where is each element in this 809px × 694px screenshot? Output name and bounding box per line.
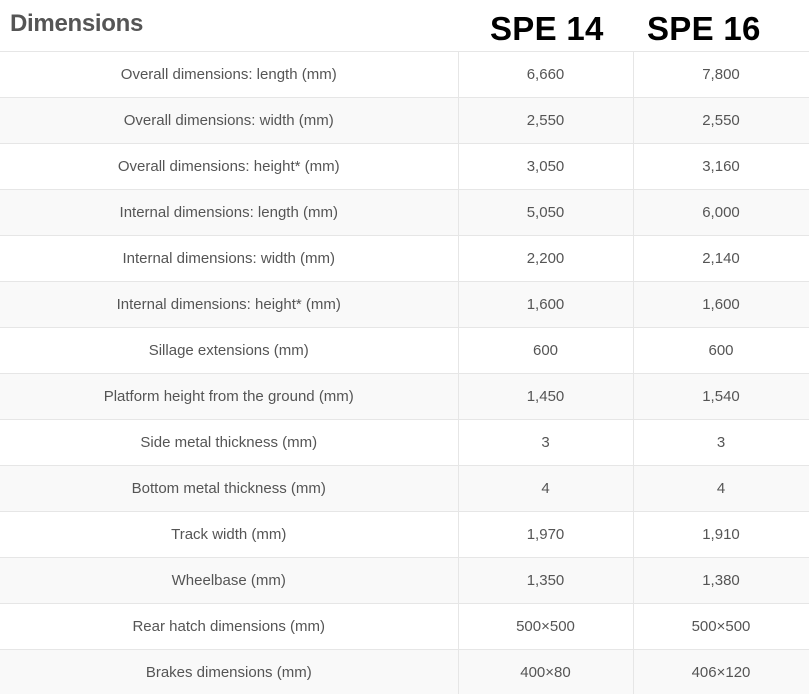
spe14-value: 4 — [458, 465, 634, 512]
spe14-value: 3 — [458, 419, 634, 466]
spe16-value: 1,380 — [633, 557, 809, 604]
row-label: Internal dimensions: length (mm) — [0, 189, 459, 236]
spe16-value: 600 — [633, 327, 809, 374]
row-label: Overall dimensions: length (mm) — [0, 51, 459, 98]
spe14-value: 6,660 — [458, 51, 634, 98]
table-row: Overall dimensions: length (mm) 6,660 7,80… — [0, 51, 809, 98]
table-row: Platform height from the ground (mm) 1,45… — [0, 373, 809, 420]
table-row: Sillage extensions (mm) 600 600 — [0, 327, 809, 374]
spe14-value: 3,050 — [458, 143, 634, 190]
row-label: Side metal thickness (mm) — [0, 419, 459, 466]
dimensions-table: Overall dimensions: length (mm) 6,660 7,80… — [0, 51, 809, 694]
section-title: Dimensions — [10, 10, 144, 37]
spe14-value: 600 — [458, 327, 634, 374]
spe16-value: 6,000 — [633, 189, 809, 236]
table-row: Track width (mm) 1,970 1,910 — [0, 511, 809, 558]
spe16-value: 7,800 — [633, 51, 809, 98]
spe16-value: 1,600 — [633, 281, 809, 328]
table-row: Brakes dimensions (mm) 400×80 406×120 — [0, 649, 809, 694]
spe16-value: 1,540 — [633, 373, 809, 420]
row-label: Overall dimensions: width (mm) — [0, 97, 459, 144]
spe14-value: 2,200 — [458, 235, 634, 282]
row-label: Wheelbase (mm) — [0, 557, 459, 604]
table-row: Internal dimensions: length (mm) 5,050 6,0… — [0, 189, 809, 236]
spe14-value: 1,600 — [458, 281, 634, 328]
spe14-value: 1,350 — [458, 557, 634, 604]
table-row: Wheelbase (mm) 1,350 1,380 — [0, 557, 809, 604]
model-name-spe14: SPE 14 — [490, 10, 604, 47]
spe14-value: 2,550 — [458, 97, 634, 144]
spe16-value: 2,550 — [633, 97, 809, 144]
row-label: Bottom metal thickness (mm) — [0, 465, 459, 512]
row-label: Brakes dimensions (mm) — [0, 649, 459, 694]
spe16-value: 2,140 — [633, 235, 809, 282]
row-label: Track width (mm) — [0, 511, 459, 558]
table-row: Internal dimensions: height* (mm) 1,600 1,… — [0, 281, 809, 328]
table-header: Dimensions SPE 14 SPE 16 — [0, 0, 809, 51]
table-row: Internal dimensions: width (mm) 2,200 2,14… — [0, 235, 809, 282]
row-label: Internal dimensions: height* (mm) — [0, 281, 459, 328]
table-row: Overall dimensions: width (mm) 2,550 2,550 — [0, 97, 809, 144]
row-label: Overall dimensions: height* (mm) — [0, 143, 459, 190]
spe14-value: 1,970 — [458, 511, 634, 558]
table-row: Bottom metal thickness (mm) 4 4 — [0, 465, 809, 512]
spe14-value: 1,450 — [458, 373, 634, 420]
table-row: Rear hatch dimensions (mm) 500×500 500×500 — [0, 603, 809, 650]
spe16-value: 4 — [633, 465, 809, 512]
table-row: Side metal thickness (mm) 3 3 — [0, 419, 809, 466]
row-label: Sillage extensions (mm) — [0, 327, 459, 374]
spe14-value: 400×80 — [458, 649, 634, 694]
spe16-value: 3,160 — [633, 143, 809, 190]
model-name-spe16: SPE 16 — [647, 10, 761, 47]
row-label: Internal dimensions: width (mm) — [0, 235, 459, 282]
spe16-value: 3 — [633, 419, 809, 466]
row-label: Rear hatch dimensions (mm) — [0, 603, 459, 650]
spe16-value: 1,910 — [633, 511, 809, 558]
row-label: Platform height from the ground (mm) — [0, 373, 459, 420]
spe14-value: 5,050 — [458, 189, 634, 236]
spe14-value: 500×500 — [458, 603, 634, 650]
spe16-value: 500×500 — [633, 603, 809, 650]
table-row: Overall dimensions: height* (mm) 3,050 3,1… — [0, 143, 809, 190]
spe16-value: 406×120 — [633, 649, 809, 694]
